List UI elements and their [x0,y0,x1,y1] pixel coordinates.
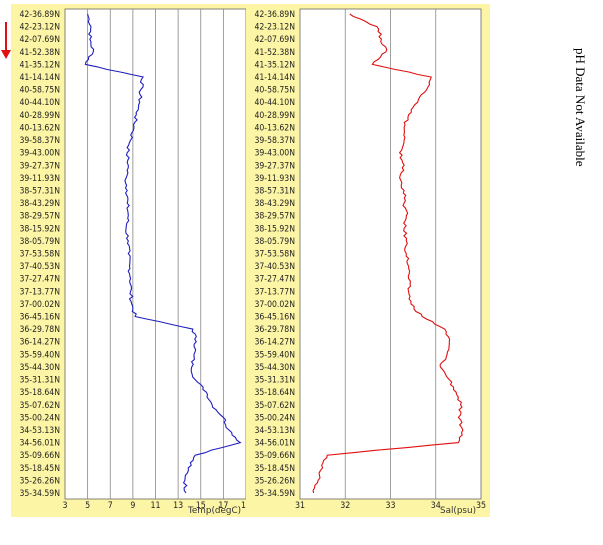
x-tick-label: 7 [108,501,113,511]
y-tick-label: 37-53.58N [19,250,60,260]
y-tick-label: 39-58.37N [254,136,295,146]
y-tick-label: 35-34.59N [19,489,60,499]
y-tick-label: 38-43.29N [254,199,295,209]
y-tick-label: 41-35.12N [19,60,60,70]
direction-arrow-icon [1,22,11,59]
y-tick-label: 35-26.26N [254,476,295,486]
y-tick-label: 35-07.62N [254,401,295,411]
y-tick-label: 38-05.79N [254,237,295,247]
y-tick-label: 42-23.12N [254,23,295,33]
y-tick-label: 35-00.24N [254,413,295,423]
y-tick-label: 38-29.57N [19,212,60,222]
x-tick-label: 17 [218,501,228,511]
y-tick-label: 35-18.45N [19,464,60,474]
y-tick-label: 35-07.62N [19,401,60,411]
y-tick-label: 40-58.75N [254,86,295,96]
y-tick-label: 36-45.16N [254,313,295,323]
ph-unavailable-note: pH Data Not Available [573,48,588,167]
y-tick-label: 35-26.26N [19,476,60,486]
x-tick-label: 33 [385,501,395,511]
y-tick-label: 35-18.64N [19,388,60,398]
y-tick-label: 36-14.27N [254,338,295,348]
y-tick-label: 39-43.00N [19,149,60,159]
x-tick-label: 34 [431,501,441,511]
temperature-series-line [84,13,242,494]
y-tick-label: 38-57.31N [19,186,60,196]
temp-axis-label: Temp(degC) [187,506,241,516]
y-tick-label: 35-44.30N [254,363,295,373]
x-tick-label: 35 [476,501,486,511]
y-tick-label: 36-14.27N [19,338,60,348]
y-tick-label: 37-40.53N [19,262,60,272]
y-tick-label: 41-14.14N [19,73,60,83]
y-tick-label: 35-18.64N [254,388,295,398]
y-tick-label: 42-36.89N [254,10,295,20]
y-tick-label: 35-34.59N [254,489,295,499]
y-tick-label: 34-53.13N [19,426,60,436]
y-tick-label: 40-13.62N [254,123,295,133]
x-tick-label: 15 [196,501,206,511]
x-tick-label: 32 [340,501,350,511]
y-tick-label: 34-53.13N [254,426,295,436]
y-tick-label: 37-27.47N [254,275,295,285]
y-tick-label: 40-28.99N [254,111,295,121]
x-tick-label: 3 [62,501,67,511]
y-tick-label: 40-28.99N [19,111,60,121]
y-tick-label: 39-27.37N [19,161,60,171]
y-tick-label: 39-58.37N [19,136,60,146]
y-tick-label: 39-11.93N [254,174,295,184]
y-tick-label: 42-07.69N [19,35,60,45]
y-tick-label: 35-59.40N [19,350,60,360]
y-tick-label: 37-40.53N [254,262,295,272]
y-tick-label: 41-14.14N [254,73,295,83]
y-tick-label: 35-31.31N [19,376,60,386]
y-tick-label: 42-07.69N [254,35,295,45]
y-tick-label: 38-15.92N [254,224,295,234]
y-tick-label: 42-36.89N [19,10,60,20]
x-tick-label: 31 [295,501,305,511]
y-tick-label: 35-31.31N [254,376,295,386]
y-tick-label: 41-35.12N [254,60,295,70]
y-tick-label: 37-00.02N [254,300,295,310]
y-tick-label: 34-56.01N [254,439,295,449]
y-tick-label: 38-57.31N [254,186,295,196]
y-tick-label: 41-52.38N [19,48,60,58]
y-tick-label: 37-53.58N [254,250,295,260]
y-tick-label: 37-13.77N [19,287,60,297]
y-tick-label: 35-59.40N [254,350,295,360]
y-tick-label: 38-43.29N [19,199,60,209]
y-tick-label: 41-52.38N [254,48,295,58]
y-tick-label: 39-27.37N [254,161,295,171]
y-tick-label: 38-15.92N [19,224,60,234]
y-tick-label: 40-44.10N [19,98,60,108]
y-tick-label: 34-56.01N [19,439,60,449]
sal-axis-label: Sal(psu) [440,506,476,516]
y-tick-label: 37-27.47N [19,275,60,285]
y-tick-label: 38-29.57N [254,212,295,222]
y-tick-label: 37-00.02N [19,300,60,310]
x-tick-label: 11 [150,501,160,511]
y-tick-label: 37-13.77N [254,287,295,297]
x-tick-label: 13 [173,501,183,511]
y-tick-label: 35-00.24N [19,413,60,423]
y-tick-label: 39-43.00N [254,149,295,159]
y-tick-label: 42-23.12N [19,23,60,33]
y-tick-label: 36-29.78N [254,325,295,335]
y-tick-label: 35-18.45N [254,464,295,474]
y-tick-label: 35-09.66N [254,451,295,461]
y-tick-label: 40-58.75N [19,86,60,96]
y-tick-label: 35-09.66N [19,451,60,461]
y-tick-label: 35-44.30N [19,363,60,373]
salinity-series-line [312,13,464,494]
y-tick-label: 38-05.79N [19,237,60,247]
y-tick-label: 40-13.62N [19,123,60,133]
y-tick-label: 36-29.78N [19,325,60,335]
y-tick-label: 39-11.93N [19,174,60,184]
x-tick-label: 5 [85,501,90,511]
y-tick-label: 36-45.16N [19,313,60,323]
x-tick-label: 9 [130,501,135,511]
y-tick-label: 40-44.10N [254,98,295,108]
